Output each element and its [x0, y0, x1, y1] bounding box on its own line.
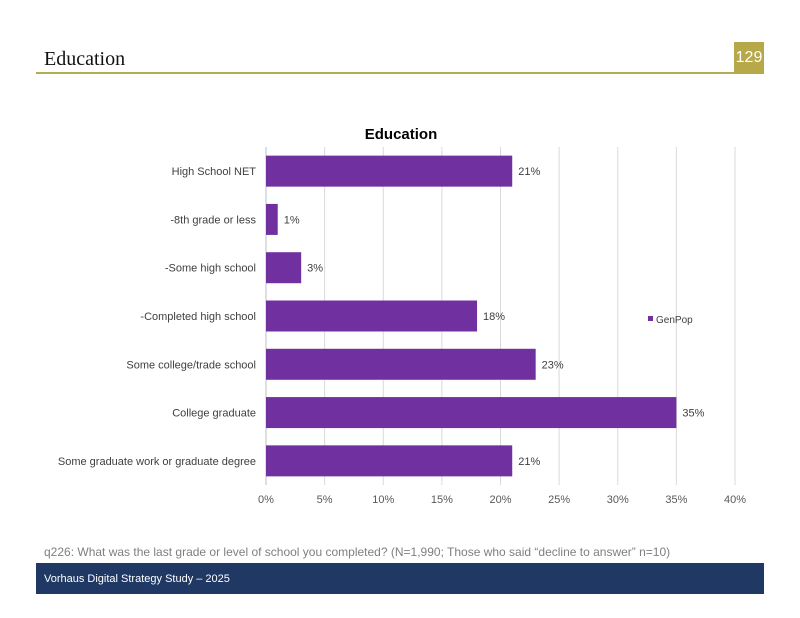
page-number-badge: 129 — [734, 42, 764, 74]
data-label: 18% — [483, 311, 505, 323]
data-label: 1% — [284, 214, 300, 226]
bar — [266, 445, 513, 477]
category-labels: High School NET -8th grade or less -Some h… — [58, 166, 257, 468]
category-label: Some graduate work or graduate degree — [58, 456, 256, 468]
bar — [266, 348, 536, 380]
bar — [266, 252, 302, 284]
question-footnote: q226: What was the last grade or level o… — [44, 545, 671, 559]
bars: 21% 1% 3% 18% 23% 35% 21% — [266, 155, 705, 477]
category-label: College graduate — [172, 408, 256, 420]
page-title: Education — [44, 48, 126, 70]
legend-label: GenPop — [656, 315, 693, 326]
x-tick-label: 40% — [724, 494, 746, 506]
footer-bar: Vorhaus Digital Strategy Study – 2025 — [36, 563, 764, 594]
category-label: Some college/trade school — [126, 359, 256, 371]
chart-title: Education — [365, 126, 438, 143]
x-tick-label: 20% — [489, 494, 511, 506]
legend: GenPop — [648, 315, 693, 326]
x-axis-ticks: 0% 5% 10% 15% 20% 25% 30% 35% 40% — [258, 494, 746, 506]
category-label: High School NET — [172, 166, 257, 178]
bar — [266, 300, 478, 332]
footer-text: Vorhaus Digital Strategy Study – 2025 — [44, 573, 230, 585]
x-tick-label: 35% — [665, 494, 687, 506]
category-label: -Some high school — [165, 263, 256, 275]
x-tick-label: 30% — [607, 494, 629, 506]
bar — [266, 203, 278, 235]
bar — [266, 155, 513, 187]
data-label: 21% — [518, 166, 540, 178]
data-label: 21% — [518, 456, 540, 468]
title-underline — [36, 72, 764, 74]
data-label: 3% — [307, 263, 323, 275]
category-label: -Completed high school — [140, 311, 256, 323]
education-bar-chart: Education 21% 1% 3% 18% 23% 35% 21% High Schoo… — [58, 126, 746, 506]
x-tick-label: 15% — [431, 494, 453, 506]
x-tick-label: 10% — [372, 494, 394, 506]
data-label: 23% — [542, 359, 564, 371]
x-tick-label: 5% — [317, 494, 333, 506]
x-tick-label: 0% — [258, 494, 274, 506]
x-tick-label: 25% — [548, 494, 570, 506]
data-label: 35% — [682, 408, 704, 420]
category-label: -8th grade or less — [170, 214, 256, 226]
bar — [266, 397, 677, 429]
legend-swatch — [648, 316, 653, 321]
